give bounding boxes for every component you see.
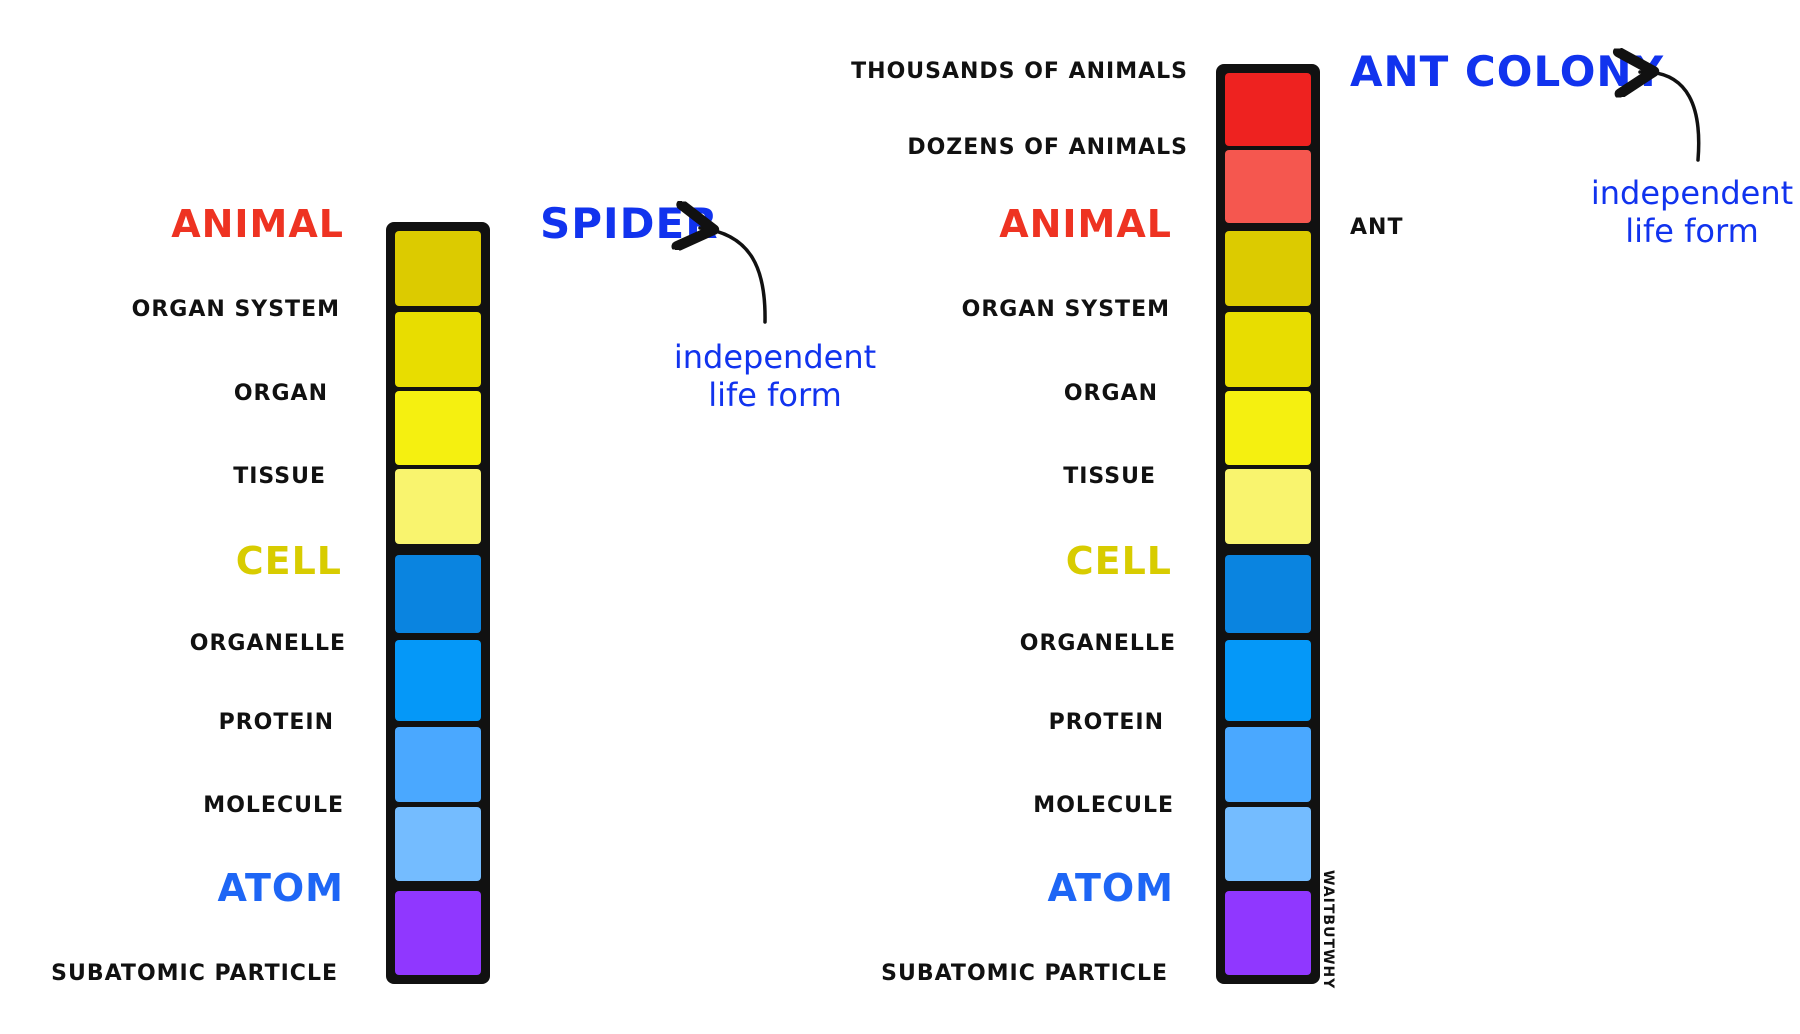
- left-label-organelle: ORGANELLE: [190, 631, 346, 656]
- left-label-animal: ANIMAL: [171, 202, 344, 246]
- right-block-protein: [1225, 727, 1311, 802]
- right-block-thousands: [1225, 73, 1311, 146]
- right-label-atom: ATOM: [1048, 866, 1175, 910]
- right-block-cell: [1225, 555, 1311, 633]
- left-label-atom: ATOM: [218, 866, 345, 910]
- right-note-line1: independent: [1591, 174, 1793, 212]
- left-block-cell: [395, 555, 481, 633]
- right-label-molecule: MOLECULE: [1033, 793, 1174, 818]
- right-block-molecule: [1225, 807, 1311, 881]
- left-label-cell: CELL: [236, 539, 342, 583]
- right-individual-label: ANT: [1350, 215, 1403, 240]
- right-label-dozens: DOZENS OF ANIMALS: [907, 135, 1188, 160]
- left-note-line2: life form: [708, 376, 842, 414]
- left-label-subatomic: SUBATOMIC PARTICLE: [51, 961, 338, 986]
- left-label-protein: PROTEIN: [219, 710, 334, 735]
- left-label-organ: ORGAN: [234, 381, 328, 406]
- left-block-animal: [395, 231, 481, 306]
- right-block-dozens: [1225, 150, 1311, 223]
- right-bar: [1216, 64, 1320, 984]
- right-note-line2: life form: [1625, 212, 1759, 250]
- left-note-line1: independent: [674, 338, 876, 376]
- left-block-subatomic: [395, 891, 481, 975]
- right-label-subatomic: SUBATOMIC PARTICLE: [881, 961, 1168, 986]
- right-label-cell: CELL: [1066, 539, 1172, 583]
- left-label-organ-system: ORGAN SYSTEM: [132, 297, 340, 322]
- right-label-thousands: THOUSANDS OF ANIMALS: [851, 59, 1188, 84]
- left-bar: [386, 222, 490, 984]
- left-label-tissue: TISSUE: [233, 464, 326, 489]
- right-block-tissue: [1225, 469, 1311, 544]
- right-block-organ: [1225, 391, 1311, 465]
- right-label-organ-system: ORGAN SYSTEM: [962, 297, 1170, 322]
- right-block-subatomic: [1225, 891, 1311, 975]
- right-organism-title: ANT COLONY: [1350, 47, 1664, 96]
- right-label-animal: ANIMAL: [999, 202, 1172, 246]
- left-block-tissue: [395, 469, 481, 544]
- right-label-tissue: TISSUE: [1063, 464, 1156, 489]
- left-block-organ: [395, 391, 481, 465]
- left-organism-title: SPIDER: [540, 199, 719, 248]
- credit-watermark: WAITBUTWHY: [1320, 870, 1336, 989]
- right-label-protein: PROTEIN: [1049, 710, 1164, 735]
- right-block-animal: [1225, 231, 1311, 306]
- right-block-organ-system: [1225, 312, 1311, 387]
- left-label-molecule: MOLECULE: [203, 793, 344, 818]
- right-label-organelle: ORGANELLE: [1020, 631, 1176, 656]
- left-block-organ-system: [395, 312, 481, 387]
- left-block-protein: [395, 727, 481, 802]
- right-block-organelle: [1225, 640, 1311, 721]
- left-block-molecule: [395, 807, 481, 881]
- left-block-organelle: [395, 640, 481, 721]
- right-label-organ: ORGAN: [1064, 381, 1158, 406]
